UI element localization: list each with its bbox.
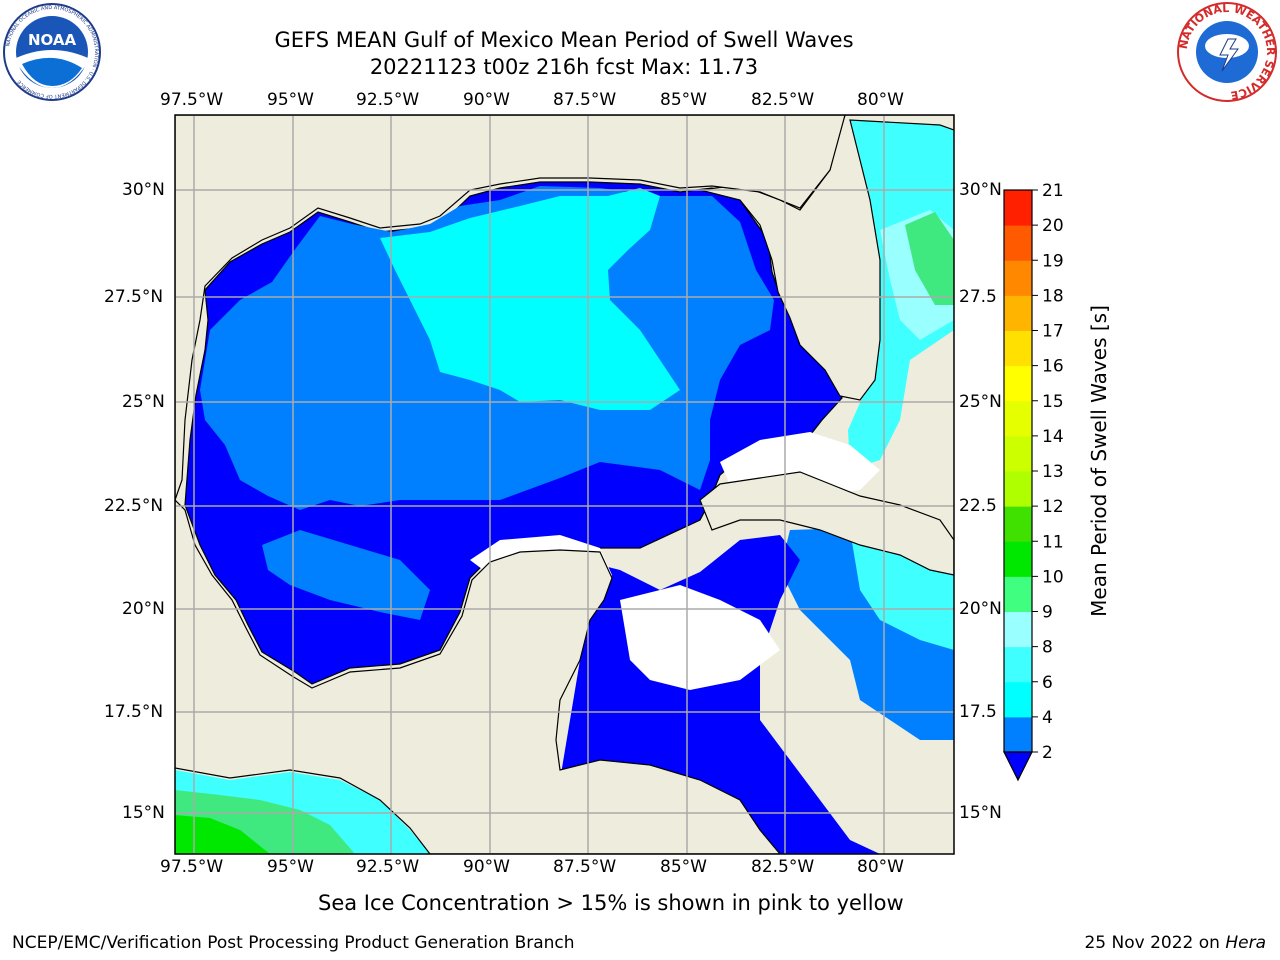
colorbar-tick-label: 21: [1042, 181, 1064, 201]
date-text: 25 Nov 2022 on: [1084, 933, 1220, 953]
map-frame: [174, 114, 955, 855]
colorbar-tick-label: 6: [1042, 673, 1053, 693]
colorbar-segment: [1004, 400, 1032, 437]
colorbar-segment: [1004, 225, 1032, 261]
nws-logo: NATIONAL WEATHER SERVICE: [1177, 2, 1277, 102]
sea-ice-note: Sea Ice Concentration > 15% is shown in …: [318, 891, 904, 915]
colorbar-tick-label: 8: [1042, 638, 1053, 658]
colorbar-tick-label: 12: [1042, 497, 1064, 517]
lat-label: 15°N: [959, 803, 1002, 823]
colorbar-segment: [1004, 681, 1032, 718]
pacific-region-10-11s: [175, 815, 270, 854]
colorbar-segment: [1004, 541, 1032, 577]
lon-label: 90°W: [463, 857, 510, 877]
colorbar-tick-label: 4: [1042, 708, 1053, 728]
lon-label: 97.5°W: [160, 857, 224, 877]
lon-label: 92.5°W: [356, 857, 420, 877]
land-cuba: [699, 471, 954, 576]
lon-label: 87.5°W: [553, 90, 617, 110]
lon-label: 85°W: [660, 90, 707, 110]
lat-label: 30°N: [959, 180, 1002, 200]
colorbar-tick-label: 2: [1042, 743, 1053, 763]
lat-label: 27.5: [959, 287, 997, 307]
lat-label: 30°N: [122, 180, 165, 200]
lon-label: 85°W: [660, 857, 707, 877]
colorbar-tick-label: 19: [1042, 251, 1064, 271]
no-data-central-caribbean: [620, 585, 780, 690]
machine-name: Hera: [1225, 933, 1266, 953]
lat-label: 17.5: [959, 702, 997, 722]
colorbar-tick-label: 11: [1042, 532, 1064, 552]
lon-label: 82.5°W: [751, 857, 815, 877]
lon-label: 82.5°W: [751, 90, 815, 110]
lat-label: 25°N: [959, 392, 1002, 412]
lon-label: 80°W: [857, 90, 904, 110]
lat-label: 22.5: [959, 496, 997, 516]
colorbar-tick-label: 18: [1042, 286, 1064, 306]
lat-label: 20°N: [959, 599, 1002, 619]
lat-label: 27.5°N: [104, 287, 164, 307]
lat-label: 22.5°N: [104, 496, 164, 516]
gulf-region-2-4s-south: [262, 530, 430, 620]
colorbar: 2 4 6 8 9 10 11 12 13 14 15 16 17 18 19 20 21 Mean Period…: [1003, 181, 1111, 782]
lon-label: 80°W: [857, 857, 904, 877]
graticule: [175, 115, 954, 854]
chart-subtitle: 20221123 t00z 216h fcst Max: 11.73: [369, 55, 759, 79]
colorbar-segment: [1004, 260, 1032, 296]
colorbar-tick-label: 9: [1042, 603, 1053, 623]
colorbar-segment: [1004, 330, 1032, 367]
gulf-region-4-6s: [380, 188, 680, 410]
colorbar-segment: [1004, 716, 1032, 753]
colorbar-extend-min: [1003, 751, 1033, 782]
lon-label: 95°W: [267, 857, 314, 877]
colorbar-segment: [1004, 190, 1032, 226]
colorbar-segment: [1004, 365, 1032, 402]
noaa-logo: NOAA NATIONAL OCEANIC AND ATMOSPHERIC AD…: [3, 3, 101, 101]
lat-label: 25°N: [122, 392, 165, 412]
colorbar-segment: [1004, 506, 1032, 542]
credit-text: NCEP/EMC/Verification Post Processing Pr…: [12, 933, 575, 953]
atlantic-region-9-10s: [905, 212, 954, 305]
colorbar-segment: [1004, 646, 1032, 683]
colorbar-segment: [1004, 471, 1032, 507]
lat-label: 15°N: [122, 803, 165, 823]
lon-label: 97.5°W: [160, 90, 224, 110]
colorbar-segment: [1004, 435, 1032, 472]
caribbean-region-4-6s: [850, 530, 954, 650]
colorbar-tick-label: 17: [1042, 322, 1064, 342]
colorbar-tick-label: 13: [1042, 462, 1064, 482]
colorbar-segment: [1004, 295, 1032, 331]
colorbar-segment: [1004, 576, 1032, 612]
colorbar-tick-label: 10: [1042, 567, 1064, 587]
colorbar-tick-label: 20: [1042, 216, 1064, 236]
date-stamp: 25 Nov 2022 on Hera: [1084, 933, 1266, 953]
colorbar-tick-label: 16: [1042, 357, 1064, 377]
lon-label: 90°W: [463, 90, 510, 110]
lat-label: 20°N: [122, 599, 165, 619]
colorbar-tick-label: 14: [1042, 427, 1064, 447]
colorbar-tick-label: 15: [1042, 392, 1064, 412]
colorbar-label: Mean Period of Swell Waves [s]: [1087, 305, 1111, 617]
lon-label: 92.5°W: [356, 90, 420, 110]
chart-title: GEFS MEAN Gulf of Mexico Mean Period of …: [274, 28, 854, 52]
lat-label: 17.5°N: [104, 702, 164, 722]
noaa-logo-text: NOAA: [28, 31, 77, 49]
colorbar-segment: [1004, 611, 1032, 648]
lon-label: 95°W: [267, 90, 314, 110]
lon-label: 87.5°W: [553, 857, 617, 877]
land-mexico: [175, 499, 781, 854]
